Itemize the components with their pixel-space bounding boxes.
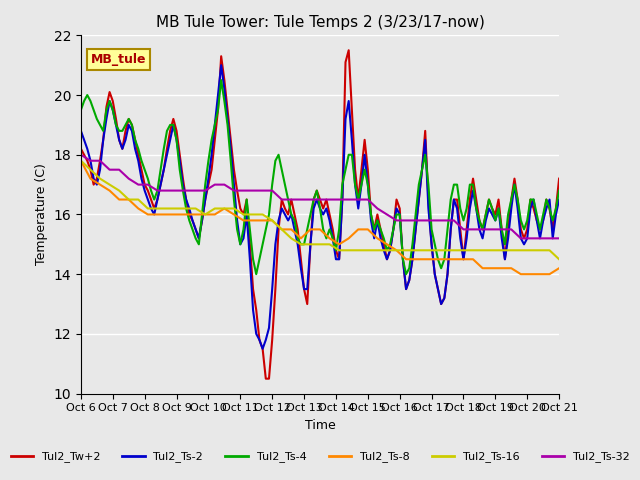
- Tul2_Ts-16: [221, 205, 228, 211]
- Line: Tul2_Ts-4: Tul2_Ts-4: [81, 80, 559, 274]
- Tul2_Ts-32: [230, 188, 238, 193]
- Tul2_Ts-2: [552, 212, 560, 217]
- Line: Tul2_Ts-2: Tul2_Ts-2: [81, 65, 559, 349]
- Tul2_Ts-8: [517, 271, 525, 277]
- Tul2_Ts-32: [221, 182, 228, 188]
- Tul2_Ts-2: [387, 247, 394, 253]
- Tul2_Tw+2: [262, 376, 269, 382]
- Tul2_Ts-4: [387, 241, 394, 247]
- Tul2_Ts-32: [556, 236, 563, 241]
- Tul2_Tw+2: [418, 167, 426, 173]
- Tul2_Ts-16: [230, 205, 238, 211]
- Tul2_Ts-8: [421, 256, 429, 262]
- Line: Tul2_Ts-32: Tul2_Ts-32: [81, 155, 559, 239]
- Tul2_Ts-16: [393, 247, 401, 253]
- Tul2_Ts-8: [546, 271, 554, 277]
- Tul2_Ts-4: [77, 107, 84, 113]
- Line: Tul2_Ts-16: Tul2_Ts-16: [81, 161, 559, 259]
- Tul2_Ts-32: [546, 236, 554, 241]
- Line: Tul2_Ts-8: Tul2_Ts-8: [81, 161, 559, 274]
- Tul2_Ts-2: [316, 205, 324, 211]
- Tul2_Ts-32: [182, 188, 190, 193]
- Tul2_Ts-16: [556, 256, 563, 262]
- Tul2_Ts-4: [374, 217, 381, 223]
- Tul2_Ts-8: [182, 212, 190, 217]
- Text: MB_tule: MB_tule: [90, 53, 146, 66]
- Tul2_Tw+2: [374, 212, 381, 217]
- Legend: Tul2_Tw+2, Tul2_Ts-2, Tul2_Ts-4, Tul2_Ts-8, Tul2_Ts-16, Tul2_Ts-32: Tul2_Tw+2, Tul2_Ts-2, Tul2_Ts-4, Tul2_Ts…: [6, 447, 634, 467]
- Tul2_Ts-16: [421, 247, 429, 253]
- Tul2_Ts-2: [218, 62, 225, 68]
- Tul2_Ts-4: [418, 167, 426, 173]
- Tul2_Ts-4: [252, 271, 260, 277]
- Tul2_Ts-2: [259, 346, 266, 352]
- Tul2_Ts-8: [230, 212, 238, 217]
- Tul2_Ts-2: [556, 197, 563, 203]
- Title: MB Tule Tower: Tule Temps 2 (3/23/17-now): MB Tule Tower: Tule Temps 2 (3/23/17-now…: [156, 15, 484, 30]
- X-axis label: Time: Time: [305, 419, 335, 432]
- Tul2_Ts-4: [249, 256, 257, 262]
- Tul2_Ts-8: [221, 205, 228, 211]
- Tul2_Ts-16: [182, 205, 190, 211]
- Tul2_Tw+2: [387, 247, 394, 253]
- Tul2_Ts-32: [393, 217, 401, 223]
- Tul2_Ts-16: [77, 158, 84, 164]
- Tul2_Tw+2: [552, 205, 560, 211]
- Tul2_Tw+2: [313, 188, 321, 193]
- Tul2_Ts-2: [249, 307, 257, 313]
- Tul2_Tw+2: [246, 241, 253, 247]
- Tul2_Ts-4: [316, 205, 324, 211]
- Tul2_Ts-4: [556, 188, 563, 193]
- Tul2_Tw+2: [556, 176, 563, 181]
- Tul2_Ts-2: [77, 128, 84, 134]
- Tul2_Ts-8: [393, 247, 401, 253]
- Tul2_Ts-16: [546, 247, 554, 253]
- Y-axis label: Temperature (C): Temperature (C): [35, 164, 48, 265]
- Tul2_Tw+2: [77, 146, 84, 152]
- Tul2_Tw+2: [345, 48, 353, 53]
- Tul2_Ts-2: [418, 167, 426, 173]
- Tul2_Ts-32: [517, 236, 525, 241]
- Tul2_Ts-8: [556, 265, 563, 271]
- Tul2_Ts-32: [77, 152, 84, 157]
- Tul2_Ts-2: [374, 217, 381, 223]
- Tul2_Ts-8: [77, 158, 84, 164]
- Tul2_Ts-4: [552, 205, 560, 211]
- Line: Tul2_Tw+2: Tul2_Tw+2: [81, 50, 559, 379]
- Tul2_Ts-32: [421, 217, 429, 223]
- Tul2_Ts-4: [218, 77, 225, 83]
